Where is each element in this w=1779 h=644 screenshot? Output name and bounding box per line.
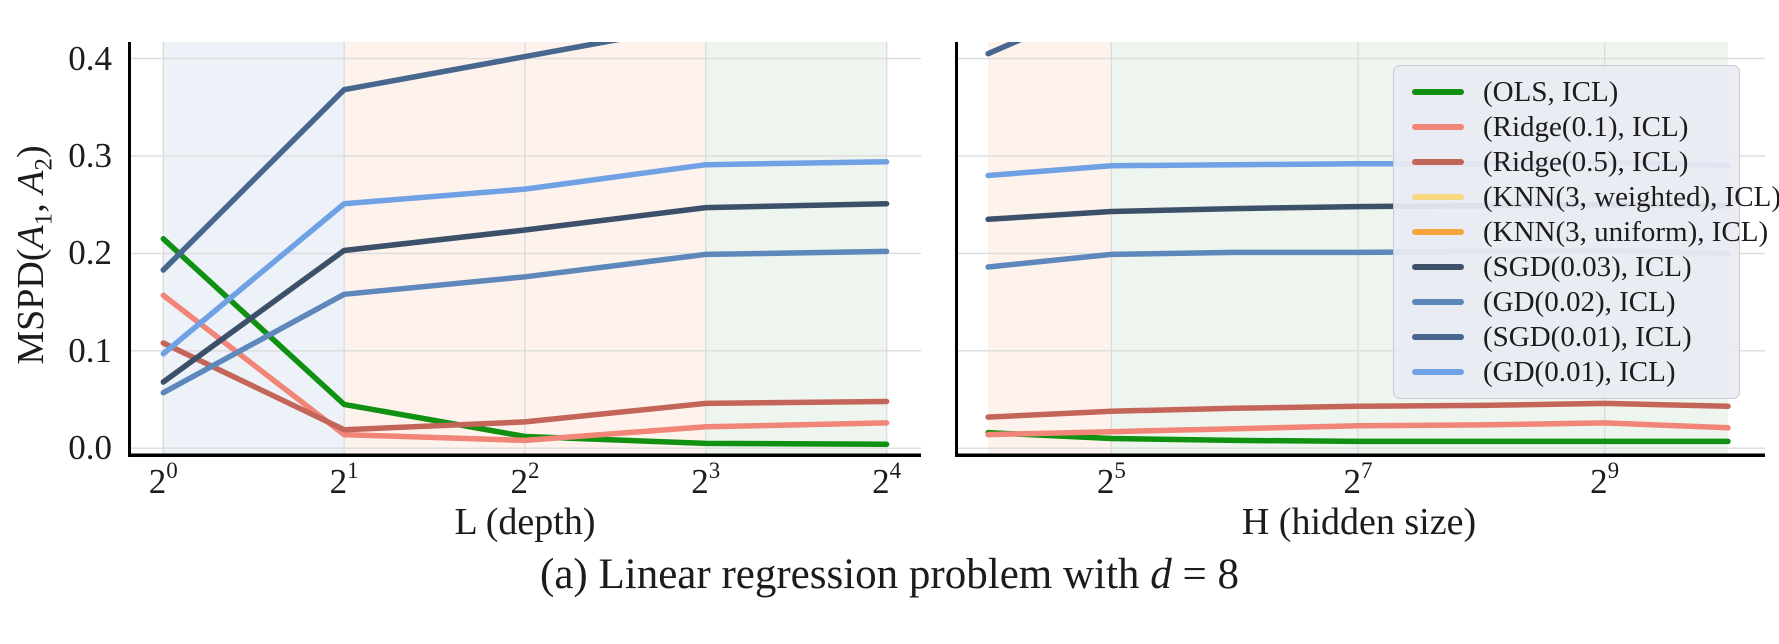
line-ridge-0-1-icl [985, 420, 1731, 438]
legend-entry-ridge-0-5-icl: (Ridge(0.5), ICL) [1412, 147, 1731, 177]
figure-caption: (a) Linear regression problem with d = 8 [0, 551, 1779, 599]
x-tick-label-right-2e9: 29 [1590, 458, 1620, 501]
x-tick-label-left-2e1: 21 [329, 458, 359, 501]
legend-swatch-ridge-0-5-icl [1412, 158, 1464, 165]
legend-swatch-gd-0-01-icl [1412, 369, 1464, 376]
x-tick-label-left-2e0: 20 [148, 458, 178, 501]
y-tick-label-0.2: 0.2 [68, 233, 112, 273]
legend-swatch-sgd-0-01-icl [1412, 334, 1464, 341]
legend-label: (SGD(0.03), ICL) [1483, 251, 1692, 284]
line-gd-0-01-icl [160, 159, 890, 357]
legend-swatch-sgd-0-03-icl [1412, 264, 1464, 271]
y-tick-label-0.3: 0.3 [68, 135, 112, 175]
caption-variable: d [1150, 551, 1172, 598]
legend-label: (SGD(0.01), ICL) [1483, 321, 1692, 354]
left-spine [955, 42, 958, 457]
legend-entry-ols-icl: (OLS, ICL) [1412, 77, 1731, 107]
line-sgd-0-01-icl [985, 42, 1022, 57]
x-tick-label-right-2e7: 27 [1343, 458, 1373, 501]
y-tick-label-0.0: 0.0 [68, 428, 112, 468]
y-tick-label-0.4: 0.4 [68, 38, 112, 78]
legend-label: (GD(0.02), ICL) [1483, 286, 1676, 319]
legend-swatch-knn-3-weighted-icl [1412, 193, 1464, 200]
caption-suffix: = 8 [1171, 551, 1239, 598]
legend-entry-knn-3-uniform-icl: (KNN(3, uniform), ICL) [1412, 217, 1768, 247]
line-sgd-0-01-icl [160, 42, 621, 273]
left-plot-canvas [128, 42, 921, 457]
y-tick-label-0.1: 0.1 [68, 330, 112, 370]
legend-entry-ridge-0-1-icl: (Ridge(0.1), ICL) [1412, 112, 1731, 142]
legend-label: (KNN(3, uniform), ICL) [1483, 215, 1769, 248]
band-right [988, 42, 1112, 457]
y-axis-label-sep: , [10, 193, 52, 213]
line-ridge-0-5-icl [160, 340, 890, 433]
legend-label: (Ridge(0.5), ICL) [1483, 145, 1689, 178]
x-tick-label-right-2e5: 25 [1096, 458, 1126, 501]
line-ridge-0-1-icl [160, 292, 890, 444]
left-spine [128, 42, 131, 457]
x-tick-label-left-2e3: 23 [691, 458, 721, 501]
line-sgd-0-03-icl [160, 200, 890, 385]
legend-label: (GD(0.01), ICL) [1483, 356, 1676, 389]
caption-prefix: (a) Linear regression problem with [540, 551, 1151, 598]
legend-swatch-ols-icl [1412, 88, 1464, 95]
bottom-spine [955, 453, 1765, 457]
legend-label: (Ridge(0.1), ICL) [1483, 110, 1689, 143]
legend-swatch-knn-3-uniform-icl [1412, 228, 1464, 235]
x-tick-label-left-2e2: 22 [510, 458, 540, 501]
legend: (OLS, ICL) (Ridge(0.1), ICL) (Ridge(0.5), … [1393, 65, 1779, 399]
x-tick-label-left-2e4: 24 [872, 458, 902, 501]
x-axis-label-right: H (hidden size) [1241, 501, 1477, 543]
legend-label: (OLS, ICL) [1483, 75, 1619, 108]
y-axis-label-sub1: 1 [30, 212, 58, 226]
legend-entry-sgd-0-03-icl: (SGD(0.03), ICL) [1412, 252, 1731, 282]
legend-swatch-ridge-0-1-icl [1412, 123, 1464, 130]
legend-entry-gd-0-01-icl: (GD(0.01), ICL) [1412, 357, 1731, 387]
line-gd-0-02-icl [160, 248, 890, 396]
legend-entry-knn-3-weighted-icl: (KNN(3, weighted), ICL) [1412, 182, 1779, 212]
legend-entry-sgd-0-01-icl: (SGD(0.01), ICL) [1412, 322, 1731, 352]
line-ols-icl [985, 429, 1731, 445]
line-ols-icl [160, 236, 890, 448]
band-left [163, 42, 345, 457]
x-axis-label-left: L (depth) [454, 501, 596, 543]
legend-swatch-gd-0-02-icl [1412, 299, 1464, 306]
line-ridge-0-5-icl [985, 400, 1731, 420]
legend-label: (KNN(3, weighted), ICL) [1483, 180, 1779, 213]
legend-entry-gd-0-02-icl: (GD(0.02), ICL) [1412, 287, 1731, 317]
bottom-spine [128, 453, 921, 457]
